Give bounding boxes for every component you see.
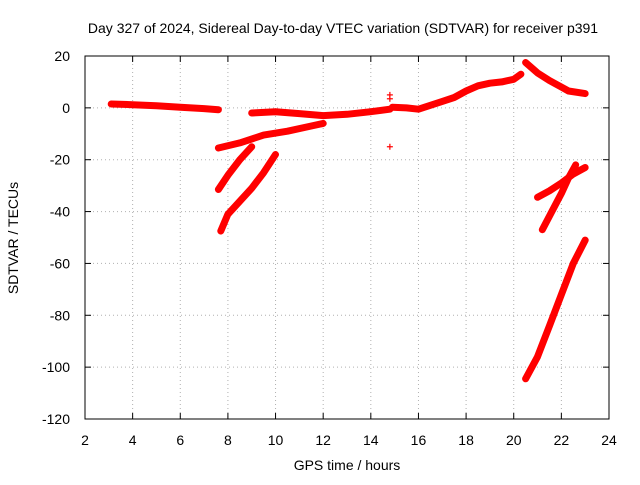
x-tick-label: 22 bbox=[554, 432, 570, 448]
x-tick-label: 10 bbox=[268, 432, 284, 448]
data-series-morning-steep-a bbox=[214, 143, 256, 193]
x-tick-label: 12 bbox=[315, 432, 331, 448]
y-axis-label: SDTVAR / TECUs bbox=[5, 182, 21, 294]
x-tick-label: 6 bbox=[176, 432, 184, 448]
y-tick-label: -60 bbox=[50, 255, 70, 271]
plot-frame bbox=[84, 55, 610, 420]
tick-labels: 2 4 6 8 10 12 14 16 18 20 22 24200-20-40-60-80-100-… bbox=[42, 48, 617, 448]
x-tick-label: 14 bbox=[363, 432, 379, 448]
chart-title: Day 327 of 2024, Sidereal Day-to-day VTE… bbox=[88, 20, 598, 36]
x-tick-label: 8 bbox=[224, 432, 232, 448]
data-series-late-shallow bbox=[534, 164, 589, 201]
data-series-late-medium bbox=[538, 161, 580, 234]
data-series-morning-rise bbox=[214, 119, 327, 152]
x-tick-label: 20 bbox=[506, 432, 522, 448]
y-tick-label: 20 bbox=[54, 48, 70, 64]
data-series-main-near-zero bbox=[107, 100, 222, 114]
x-tick-label: 2 bbox=[81, 432, 89, 448]
data-series-late-steep bbox=[522, 236, 589, 383]
y-tick-label: -80 bbox=[50, 307, 70, 323]
x-tick-label: 16 bbox=[411, 432, 427, 448]
y-tick-label: -20 bbox=[50, 152, 70, 168]
data-layer bbox=[107, 59, 589, 383]
x-tick-label: 24 bbox=[601, 432, 617, 448]
grid bbox=[85, 56, 609, 419]
x-axis-label: GPS time / hours bbox=[294, 457, 401, 473]
data-point-outlier bbox=[386, 143, 393, 150]
data-series-morning-steep-b bbox=[217, 151, 279, 235]
y-tick-label: 0 bbox=[62, 100, 70, 116]
data-series-late-decline bbox=[522, 59, 589, 98]
data-series-zero-to-peak bbox=[388, 70, 525, 113]
y-tick-label: -120 bbox=[42, 411, 70, 427]
y-tick-label: -100 bbox=[42, 359, 70, 375]
y-tick-label: -40 bbox=[50, 204, 70, 220]
x-tick-label: 4 bbox=[129, 432, 137, 448]
x-tick-label: 18 bbox=[458, 432, 474, 448]
data-point-outlier bbox=[386, 95, 393, 102]
data-series-zero-arc bbox=[248, 105, 394, 120]
